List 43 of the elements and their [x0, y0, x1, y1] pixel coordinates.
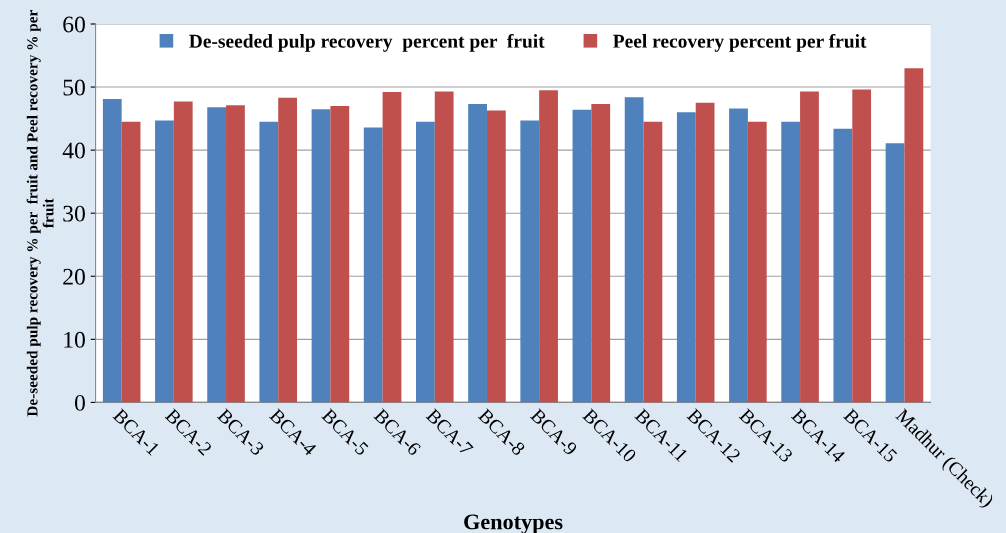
y-tick-label: 60	[63, 16, 85, 33]
bar	[643, 121, 663, 403]
bar	[207, 107, 227, 403]
bar	[833, 128, 853, 403]
bar	[311, 109, 331, 403]
bar	[278, 97, 298, 403]
bar	[226, 105, 245, 403]
bar	[121, 121, 141, 403]
bar	[781, 121, 801, 403]
bar	[382, 92, 402, 403]
bar	[624, 97, 644, 403]
y-tick-label: 0	[74, 394, 85, 411]
bar	[676, 112, 696, 403]
bar	[259, 121, 279, 403]
legend-label: Peel recovery percent per fruit	[613, 33, 867, 52]
x-axis-title: Genotypes	[464, 514, 563, 533]
bar	[852, 89, 872, 403]
legend-label: De-seeded pulp recovery percent per fruit	[189, 33, 545, 52]
bar	[904, 68, 924, 403]
bar	[102, 99, 122, 403]
bar	[885, 143, 905, 403]
bar	[363, 127, 383, 403]
bar	[539, 90, 558, 403]
bar	[520, 120, 540, 403]
bar	[591, 104, 611, 403]
bar	[468, 104, 487, 403]
bar	[729, 108, 748, 403]
y-tick-label: 40	[62, 142, 85, 159]
y-tick-label: 50	[63, 79, 85, 96]
bar	[486, 110, 506, 403]
bar	[695, 102, 715, 403]
y-axis-title: De-seeded pulp recovery % per fruit and Peel recovery % per fruit	[26, 10, 54, 417]
bar	[434, 91, 454, 403]
y-tick-label: 10	[64, 331, 85, 348]
bar	[155, 120, 174, 403]
bar	[572, 109, 592, 403]
bar	[415, 121, 435, 403]
y-tick-label: 30	[63, 205, 85, 222]
bar	[173, 101, 193, 403]
bar	[747, 121, 767, 403]
bar	[330, 105, 350, 403]
y-tick-label: 20	[63, 268, 85, 285]
bar	[800, 91, 819, 403]
